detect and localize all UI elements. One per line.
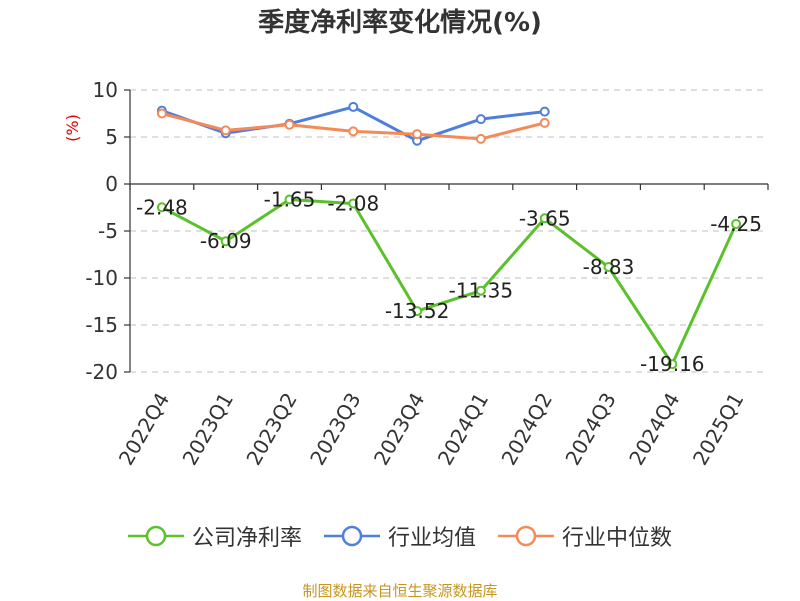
data-point <box>475 133 486 144</box>
y-axis-label: (%) <box>63 114 82 142</box>
data-label: -2.08 <box>327 192 379 216</box>
data-label: -1.65 <box>264 188 316 212</box>
data-point <box>731 218 742 229</box>
y-tick-label: 10 <box>93 78 118 102</box>
x-tick-label: 2024Q2 <box>497 389 557 470</box>
legend: 公司净利率 行业均值 行业中位数 <box>0 518 800 554</box>
legend-line-icon <box>498 525 554 547</box>
y-tick-label: -5 <box>98 219 118 243</box>
x-tick-label: 2023Q4 <box>369 389 429 470</box>
data-point <box>284 119 295 130</box>
x-tick-label: 2025Q1 <box>688 389 748 470</box>
data-point <box>667 359 678 370</box>
legend-label: 公司净利率 <box>191 526 302 551</box>
y-tick-label: -15 <box>85 313 118 337</box>
x-tick-label: 2022Q4 <box>114 389 174 470</box>
data-point <box>539 213 550 224</box>
data-point <box>156 202 167 213</box>
y-tick-label: -20 <box>85 360 118 384</box>
data-label: -4.25 <box>710 212 762 236</box>
data-label: -11.35 <box>449 279 513 303</box>
x-tick-label: 2023Q3 <box>305 389 365 470</box>
x-tick-label: 2024Q4 <box>624 389 684 470</box>
data-point <box>412 129 423 140</box>
data-point <box>603 262 614 273</box>
data-point <box>220 125 231 136</box>
data-label: -3.65 <box>519 206 571 230</box>
legend-item-industry-median[interactable]: 行业中位数 <box>498 520 672 552</box>
x-tick-label: 2023Q2 <box>241 389 301 470</box>
legend-label: 行业均值 <box>387 526 476 551</box>
data-label: -2.48 <box>136 195 188 219</box>
x-tick-label: 2024Q1 <box>433 389 493 470</box>
y-tick-label: -10 <box>85 266 118 290</box>
y-tick-label: 5 <box>105 125 118 149</box>
data-point <box>539 117 550 128</box>
data-point <box>348 126 359 137</box>
series-line <box>161 198 738 366</box>
data-point <box>475 114 486 125</box>
data-point <box>348 101 359 112</box>
x-tick-label: 2023Q1 <box>178 389 238 470</box>
legend-item-company[interactable]: 公司净利率 <box>127 520 302 552</box>
x-tick-label: 2024Q3 <box>560 389 620 470</box>
legend-line-icon <box>323 525 380 547</box>
data-labels: -2.48 -6.09 -1.65 -2.08 -13.52-11.35 -3.65 -8.… <box>136 188 762 377</box>
legend-item-industry-avg[interactable]: 行业均值 <box>323 520 476 552</box>
data-point <box>539 106 550 117</box>
data-point <box>220 236 231 247</box>
data-point <box>284 194 295 205</box>
data-point <box>412 306 423 317</box>
data-label: -8.83 <box>583 255 635 279</box>
source-note: 制图数据来自恒生聚源数据库 <box>302 582 498 600</box>
data-label: -6.09 <box>200 229 252 253</box>
data-label: -19.16 <box>640 352 704 376</box>
data-point <box>475 285 486 296</box>
legend-label: 行业中位数 <box>562 526 673 551</box>
chart-title: 季度净利率变化情况(%) <box>258 8 542 38</box>
legend-line-icon <box>127 525 184 547</box>
data-label: -13.52 <box>385 299 449 323</box>
series-lines <box>156 101 742 370</box>
y-tick-label: 0 <box>105 172 118 196</box>
data-point <box>348 198 359 209</box>
data-point <box>156 108 167 119</box>
